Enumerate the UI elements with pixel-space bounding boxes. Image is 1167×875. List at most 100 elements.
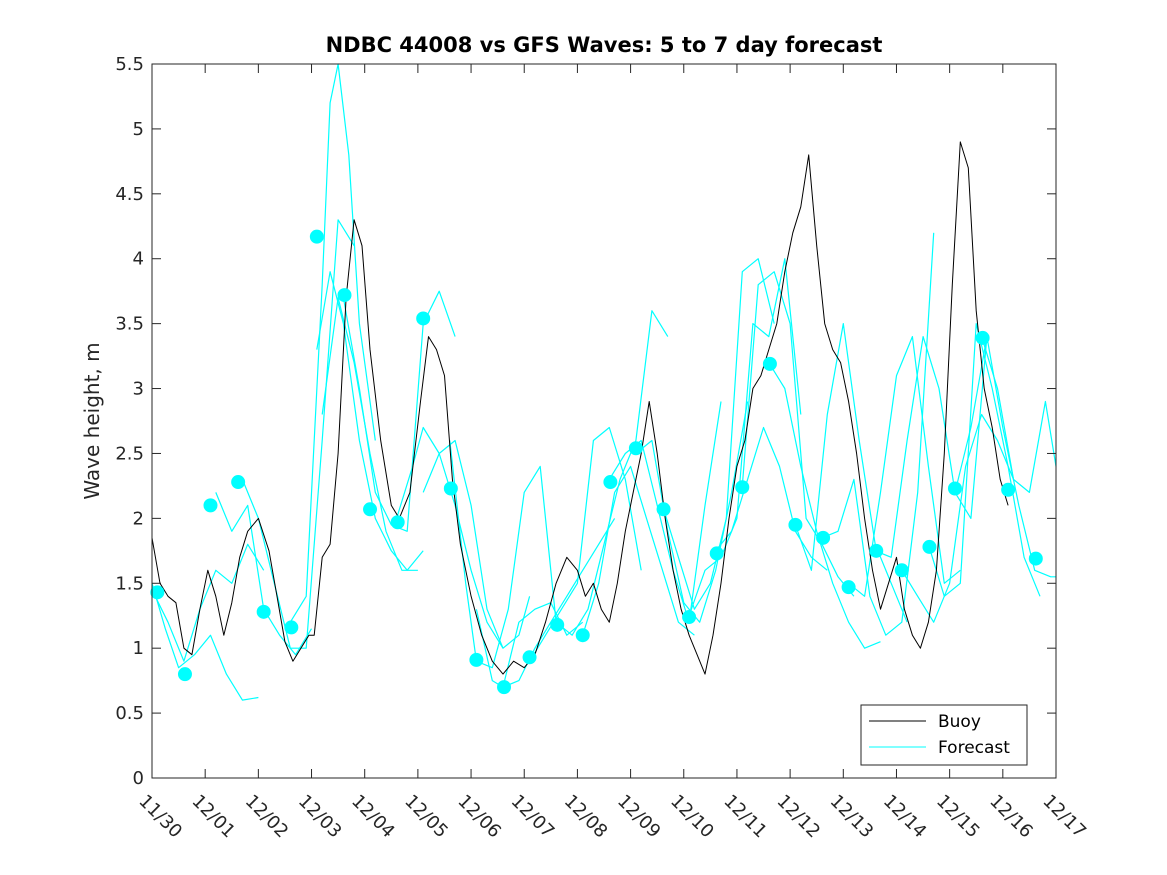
x-tick-label: 11/30 — [134, 791, 186, 843]
y-tick-label: 2.5 — [115, 443, 144, 464]
forecast-marker — [656, 502, 671, 517]
x-tick-label: 12/16 — [985, 791, 1037, 843]
x-tick-label: 12/01 — [188, 791, 240, 843]
forecast-marker — [816, 530, 831, 545]
forecast-marker — [788, 517, 803, 532]
forecast-line-20 — [688, 258, 802, 616]
y-tick-label: 4.5 — [115, 184, 144, 205]
forecast-marker — [177, 667, 192, 682]
forecast-line-2 — [151, 543, 265, 662]
x-tick-label: 12/10 — [666, 791, 718, 843]
forecast-marker — [947, 481, 962, 496]
forecast-line-4 — [241, 219, 355, 649]
y-tick-label: 5.5 — [115, 54, 144, 75]
forecast-line-26 — [848, 336, 961, 597]
y-tick-label: 0 — [133, 768, 144, 789]
forecast-marker — [975, 330, 990, 345]
forecast-line-31 — [981, 336, 1057, 493]
forecast-marker — [203, 498, 218, 513]
forecast-line-13 — [502, 518, 616, 688]
y-axis: 0 0.5 1 1.5 2 2.5 3 3.5 4 4.5 5 5.5 — [115, 54, 1056, 789]
x-tick-label: 12/13 — [826, 791, 878, 843]
forecast-line-10 — [422, 439, 531, 649]
x-tick-label: 12/17 — [1038, 791, 1090, 843]
x-tick-label: 12/03 — [294, 791, 346, 843]
forecast-marker — [309, 229, 324, 244]
y-tick-label: 2 — [133, 508, 144, 529]
forecast-marker — [497, 680, 512, 695]
forecast-marker — [337, 288, 352, 303]
plot-area — [152, 64, 1056, 778]
forecast-marker — [443, 481, 458, 496]
x-tick-label: 12/11 — [719, 791, 771, 843]
x-tick-label: 12/12 — [773, 791, 825, 843]
forecast-marker — [231, 475, 246, 490]
forecast-marker — [841, 580, 856, 595]
forecast-line-6 — [316, 271, 424, 571]
forecast-marker — [762, 356, 777, 371]
y-tick-label: 3 — [133, 379, 144, 400]
forecast-line-29 — [927, 323, 1041, 597]
forecast-line-12 — [475, 602, 584, 688]
forecast-line-22 — [741, 271, 855, 597]
forecast-line-5 — [289, 63, 376, 623]
y-axis-label: Wave height, m — [80, 342, 104, 499]
y-tick-label: 0.5 — [115, 703, 144, 724]
forecast-line-15 — [555, 310, 669, 636]
x-tick-label: 12/05 — [400, 791, 452, 843]
forecast-marker — [550, 617, 565, 632]
forecast-line-17 — [608, 401, 722, 623]
forecast-marker — [363, 502, 378, 517]
forecast-marker — [869, 543, 884, 558]
buoy-line — [151, 141, 1009, 675]
forecast-line-28 — [901, 413, 1015, 623]
forecast-line-16 — [582, 465, 695, 636]
chart-title: NDBC 44008 vs GFS Waves: 5 to 7 day fore… — [326, 33, 883, 57]
forecast-marker — [682, 610, 697, 625]
forecast-marker — [575, 628, 590, 643]
forecast-marker — [416, 311, 431, 326]
legend: Buoy Forecast — [860, 704, 1028, 766]
forecast-marker — [603, 475, 618, 490]
x-tick-label: 12/04 — [347, 791, 399, 843]
forecast-marker — [390, 515, 405, 530]
legend-forecast-label: Forecast — [938, 738, 1010, 758]
y-tick-label: 1.5 — [115, 573, 144, 594]
x-tick-label: 12/02 — [241, 791, 293, 843]
x-tick-label: 12/08 — [560, 791, 612, 843]
legend-buoy-label: Buoy — [938, 712, 981, 732]
forecast-line-25 — [821, 232, 935, 636]
forecast-marker — [150, 585, 165, 600]
forecast-marker — [284, 620, 299, 635]
forecast-line-21 — [715, 426, 828, 571]
x-tick-label: 12/15 — [932, 791, 984, 843]
forecast-line-1 — [151, 583, 259, 701]
y-tick-label: 5 — [133, 119, 144, 140]
y-tick-label: 4 — [133, 249, 144, 270]
forecast-marker — [709, 546, 724, 561]
x-tick-label: 12/07 — [507, 791, 559, 843]
y-tick-label: 1 — [133, 638, 144, 659]
forecast-marker — [894, 563, 909, 578]
forecast-marker — [735, 480, 750, 495]
forecast-marker — [1028, 551, 1043, 566]
forecast-marker — [256, 604, 271, 619]
forecast-line-27 — [874, 336, 988, 558]
forecast-line-23 — [768, 362, 881, 649]
forecast-marker — [522, 650, 537, 665]
x-tick-label: 12/09 — [613, 791, 665, 843]
legend-box — [860, 704, 1028, 766]
x-tick-label: 12/06 — [454, 791, 506, 843]
forecast-marker — [922, 539, 937, 554]
forecast-line-14 — [529, 426, 642, 662]
y-tick-label: 3.5 — [115, 314, 144, 335]
x-tick-label: 12/14 — [879, 791, 931, 843]
forecast-marker — [1001, 482, 1016, 497]
axes-box — [151, 63, 1057, 779]
marker-layer — [150, 229, 1043, 695]
forecast-marker — [628, 441, 643, 456]
forecast-line-24 — [794, 323, 908, 623]
forecast-line-9 — [396, 426, 504, 649]
forecast-marker — [469, 652, 484, 667]
